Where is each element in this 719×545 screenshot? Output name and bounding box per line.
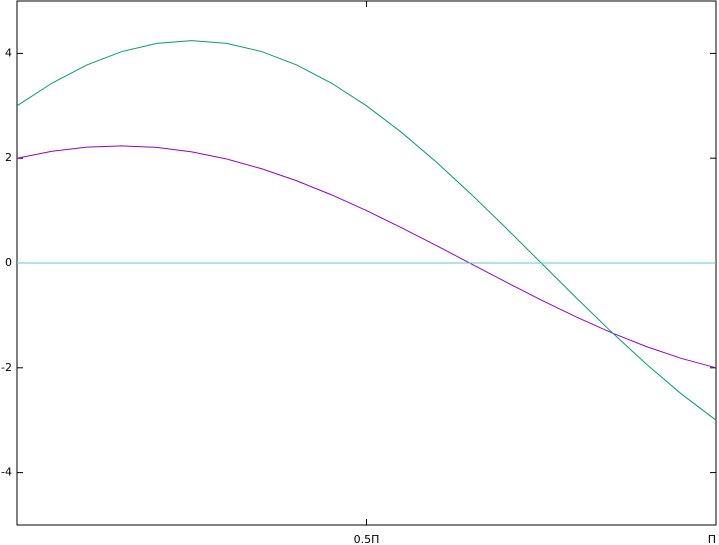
y-tick-label: 2 <box>5 151 12 164</box>
y-tick-label: -4 <box>1 466 12 479</box>
x-tick-label: 0.5Π <box>354 533 380 545</box>
x-tick-label: Π <box>708 533 716 545</box>
y-tick-label: 4 <box>5 46 12 59</box>
y-tick-label: 0 <box>5 256 12 269</box>
y-tick-label: -2 <box>1 361 12 374</box>
line-series <box>16 145 717 369</box>
line-series <box>16 40 717 421</box>
